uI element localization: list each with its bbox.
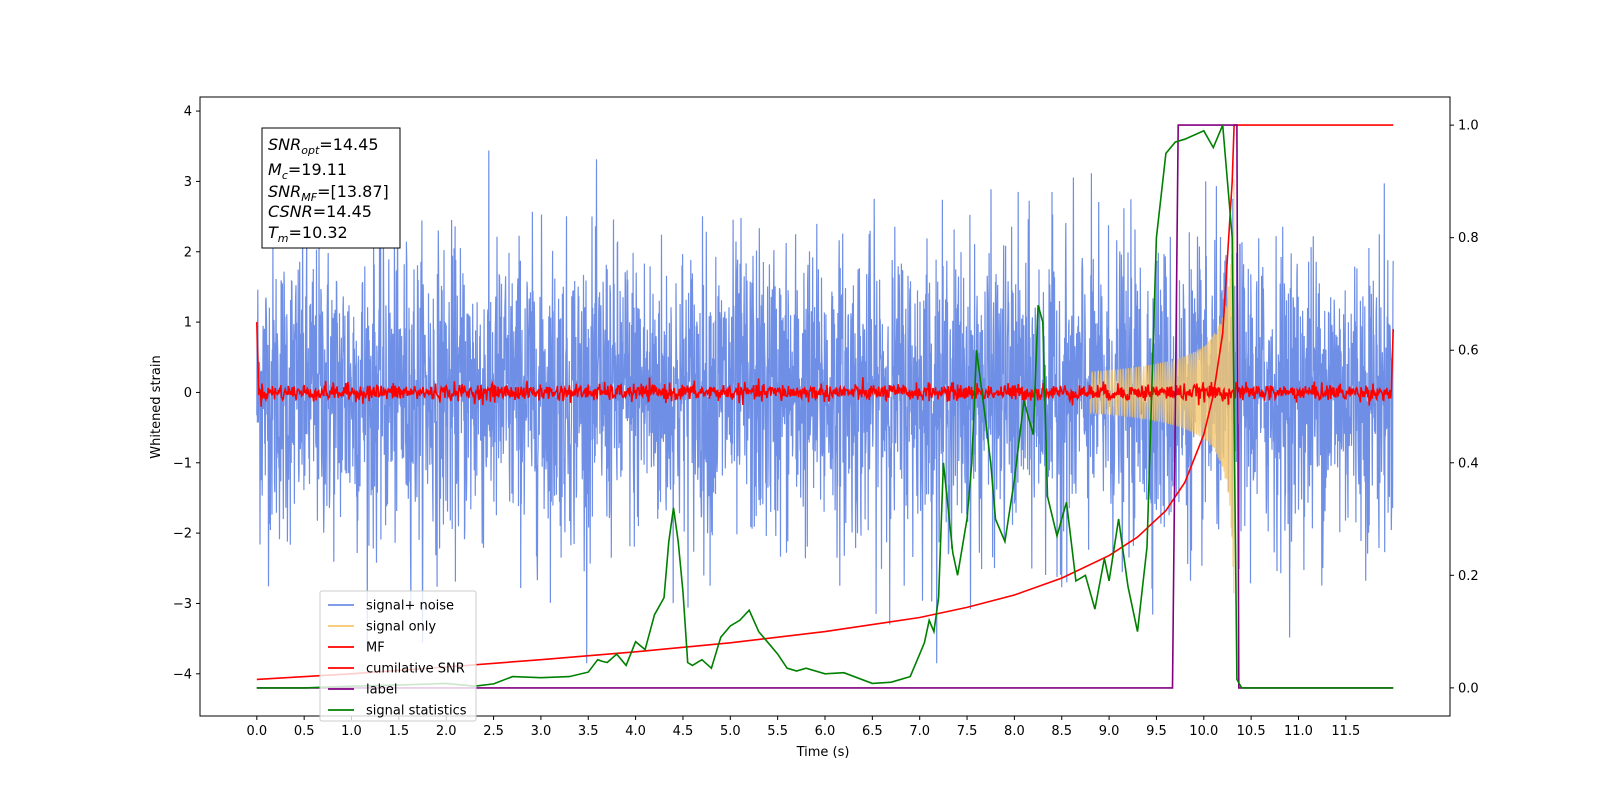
y-tick-label: −2 (173, 527, 192, 542)
x-tick-label: 11.0 (1284, 724, 1313, 739)
y-tick-label: 2 (184, 245, 192, 260)
x-tick-label: 5.5 (767, 724, 788, 739)
x-tick-label: 4.5 (673, 724, 694, 739)
y2-tick-label: 0.2 (1458, 569, 1479, 584)
x-tick-label: 7.5 (957, 724, 978, 739)
series-mf (256, 322, 1394, 407)
x-tick-label: 1.5 (389, 724, 410, 739)
legend-label: signal statistics (366, 704, 467, 719)
plot-area (256, 124, 1394, 689)
y-tick-label: −4 (173, 667, 192, 682)
y2-tick-label: 0.8 (1458, 231, 1479, 246)
y-tick-label: −3 (173, 597, 192, 612)
x-tick-label: 2.0 (436, 724, 457, 739)
y-axis-right: 0.0 0.2 0.4 0.6 0.8 1.0 (1450, 119, 1479, 696)
y2-tick-label: 0.6 (1458, 344, 1479, 359)
x-tick-label: 8.0 (1004, 724, 1025, 739)
x-tick-label: 0.0 (246, 724, 267, 739)
x-tick-label: 3.5 (578, 724, 599, 739)
y2-tick-label: 0.0 (1458, 681, 1479, 696)
x-tick-label: 1.0 (341, 724, 362, 739)
info-box: SNRopt=14.45 Mc=19.11 SNRMF=[13.87] CSNR… (261, 127, 401, 249)
info-mc: Mc=19.11 (268, 160, 347, 182)
info-snr-mf: SNRMF=[13.87] (268, 182, 389, 204)
x-tick-label: 3.0 (531, 724, 552, 739)
series-cumulative-snr (256, 124, 1394, 681)
x-axis-title: Time (s) (796, 745, 850, 760)
y-tick-label: 3 (184, 175, 192, 190)
y-tick-label: −1 (173, 456, 192, 471)
y2-tick-label: 0.4 (1458, 456, 1479, 471)
x-tick-label: 11.5 (1331, 724, 1360, 739)
x-tick-label: 10.0 (1189, 724, 1218, 739)
x-tick-label: 7.0 (909, 724, 930, 739)
legend-label: label (366, 683, 397, 698)
x-tick-label: 5.0 (720, 724, 741, 739)
x-tick-label: 9.0 (1099, 724, 1120, 739)
y-tick-label: 1 (184, 316, 192, 331)
legend-label: MF (366, 641, 385, 656)
info-box-frame (261, 127, 401, 249)
x-tick-label: 0.5 (294, 724, 315, 739)
x-axis: 0.0 0.5 1.0 1.5 2.0 2.5 3.0 3.5 4.0 4.5 5.0 5.5 6.0 6… (246, 716, 1360, 739)
info-tm: Tm=10.32 (268, 223, 348, 245)
y-tick-label: 0 (184, 386, 192, 401)
info-snr-opt: SNRopt=14.45 (268, 135, 379, 157)
y-axis-left: −4 −3 −2 −1 0 1 2 3 4 (173, 105, 200, 682)
x-tick-label: 8.5 (1051, 724, 1072, 739)
legend-label: cumilative SNR (366, 662, 465, 677)
series-signal-only (1089, 179, 1235, 594)
x-tick-label: 2.5 (483, 724, 504, 739)
legend-label: signal+ noise (366, 599, 454, 614)
info-csnr: CSNR=14.45 (268, 202, 372, 221)
x-tick-label: 9.5 (1146, 724, 1167, 739)
x-tick-label: 6.0 (815, 724, 836, 739)
x-tick-label: 4.0 (625, 724, 646, 739)
x-tick-label: 6.5 (862, 724, 883, 739)
series-signal-statistics (256, 124, 1394, 689)
y-tick-label: 4 (184, 105, 192, 120)
y-axis-title: Whitened strain (149, 355, 164, 458)
legend: signal+ noise signal only MF cumilative SNR… (319, 590, 477, 722)
y2-tick-label: 1.0 (1458, 119, 1479, 134)
legend-frame (319, 590, 477, 722)
legend-label: signal only (366, 620, 436, 635)
x-tick-label: 10.5 (1237, 724, 1266, 739)
